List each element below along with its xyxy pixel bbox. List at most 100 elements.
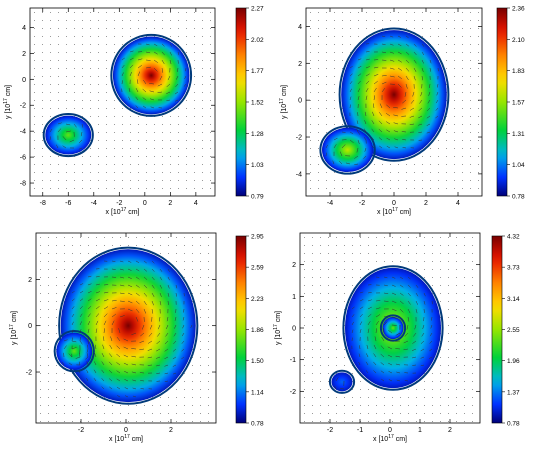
vector-dot: [438, 52, 439, 53]
vector-dot: [454, 108, 455, 109]
vector-dot: [304, 309, 305, 310]
velocity-arrow: [367, 292, 372, 294]
velocity-arrow: [371, 120, 375, 125]
vector-dot: [106, 132, 107, 133]
vector-dot: [138, 28, 139, 29]
vector-dot: [382, 172, 383, 173]
vector-dot: [478, 148, 479, 149]
vector-dot: [312, 405, 313, 406]
vector-dot: [326, 132, 327, 133]
colorbar-tick-label: 2.10: [512, 37, 525, 44]
vector-dot: [162, 20, 163, 21]
velocity-arrow: [87, 340, 89, 345]
vector-dot: [454, 156, 455, 157]
vector-dot: [48, 341, 49, 342]
vector-dot: [342, 12, 343, 13]
vector-dot: [202, 188, 203, 189]
x-tick-label: 0: [124, 427, 128, 434]
vector-dot: [64, 277, 65, 278]
vector-dot: [168, 253, 169, 254]
vector-dot: [358, 180, 359, 181]
vector-dot: [66, 20, 67, 21]
vector-dot: [358, 36, 359, 37]
vector-dot: [366, 12, 367, 13]
velocity-arrow: [365, 95, 368, 101]
vector-dot: [146, 132, 147, 133]
vector-dot: [200, 405, 201, 406]
vector-dot: [344, 261, 345, 262]
vector-dot: [454, 52, 455, 53]
vector-dot: [478, 84, 479, 85]
velocity-arrow: [157, 83, 163, 87]
velocity-arrow: [123, 354, 129, 358]
vector-dot: [304, 341, 305, 342]
y-axis-label-base: y [10: [5, 104, 12, 119]
velocity-arrow: [127, 268, 132, 271]
vector-dot: [352, 381, 353, 382]
x-tick-label: -1: [357, 427, 363, 434]
vector-dot: [462, 172, 463, 173]
vector-dot: [42, 108, 43, 109]
vector-dot: [56, 285, 57, 286]
vector-dot: [464, 277, 465, 278]
vector-dot: [422, 172, 423, 173]
vector-dot: [478, 124, 479, 125]
vector-dot: [178, 148, 179, 149]
vector-dot: [58, 84, 59, 85]
vector-dot: [48, 421, 49, 422]
velocity-arrow: [124, 370, 129, 374]
vector-dot: [114, 52, 115, 53]
vector-dot: [392, 245, 393, 246]
vector-dot: [440, 405, 441, 406]
vector-dot: [376, 397, 377, 398]
vector-dot: [90, 36, 91, 37]
vector-dot: [208, 413, 209, 414]
blob-edge: [42, 113, 94, 158]
vector-dot: [90, 140, 91, 141]
vector-dot: [462, 124, 463, 125]
colorbar-tick-label: 1.50: [251, 358, 264, 365]
vector-dot: [320, 277, 321, 278]
vector-dot: [82, 108, 83, 109]
vector-dot: [310, 100, 311, 101]
velocity-arrow: [185, 67, 187, 72]
vector-dot: [456, 325, 457, 326]
velocity-arrow: [119, 260, 124, 263]
velocity-arrow: [421, 67, 424, 72]
vector-dot: [318, 148, 319, 149]
density-blob: [382, 316, 404, 340]
velocity-arrow: [356, 120, 359, 125]
vector-dot: [430, 28, 431, 29]
y-tick-label: 0: [28, 323, 32, 330]
velocity-arrow: [132, 395, 137, 398]
colorbar-tick-label: 1.31: [512, 131, 525, 138]
velocity-arrow: [357, 131, 361, 135]
vector-dot: [424, 373, 425, 374]
vector-dot: [64, 253, 65, 254]
velocity-arrow: [135, 300, 140, 305]
velocity-arrow: [388, 379, 393, 382]
vector-dot: [114, 28, 115, 29]
vector-dot: [462, 36, 463, 37]
vector-dot: [40, 365, 41, 366]
velocity-arrow: [399, 316, 403, 322]
vector-dot: [74, 172, 75, 173]
x-tick-label: 2: [168, 200, 172, 207]
vector-dot: [424, 397, 425, 398]
vector-dot: [210, 108, 211, 109]
velocity-arrow: [423, 300, 426, 305]
velocity-arrow: [167, 284, 170, 289]
vector-dot: [470, 84, 471, 85]
vector-dot: [472, 341, 473, 342]
vector-dot: [344, 277, 345, 278]
vector-dot: [456, 309, 457, 310]
vector-dot: [464, 381, 465, 382]
velocity-arrow: [174, 99, 179, 102]
velocity-arrow: [389, 51, 394, 54]
vector-dot: [470, 164, 471, 165]
velocity-arrow: [174, 91, 179, 95]
vector-dot: [122, 44, 123, 45]
vector-dot: [392, 261, 393, 262]
vector-dot: [40, 397, 41, 398]
vector-dot: [328, 365, 329, 366]
